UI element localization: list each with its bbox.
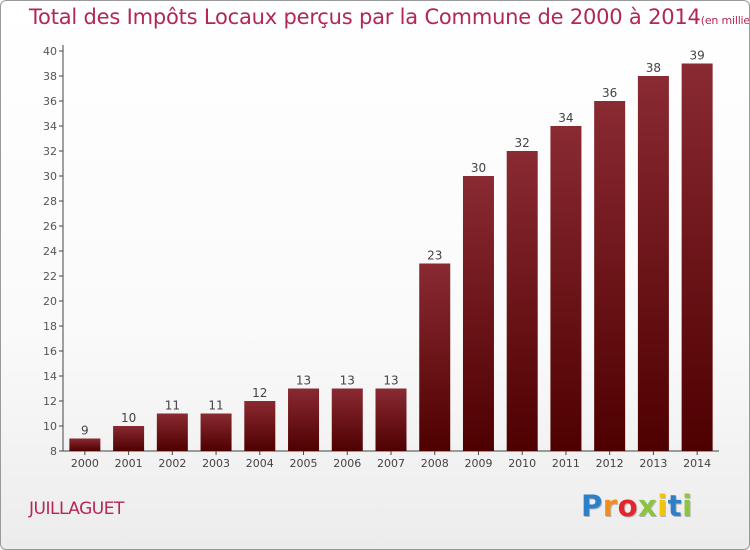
- bar: [594, 101, 626, 451]
- bar-value-label: 13: [340, 374, 355, 388]
- y-tick-label: 16: [43, 345, 57, 358]
- y-tick-label: 28: [43, 195, 57, 208]
- x-tick-label: 2004: [246, 457, 274, 470]
- y-tick-label: 10: [43, 420, 57, 433]
- bar: [375, 388, 407, 451]
- x-tick-label: 2003: [202, 457, 230, 470]
- bar-value-label: 11: [165, 399, 180, 413]
- logo-letter: r: [602, 489, 618, 523]
- y-tick-label: 24: [43, 245, 57, 258]
- x-tick-label: 2012: [596, 457, 624, 470]
- x-tick-label: 2000: [71, 457, 99, 470]
- y-tick-label: 20: [43, 295, 57, 308]
- logo-letter: t: [667, 489, 683, 523]
- x-tick-label: 2006: [333, 457, 361, 470]
- bar-value-label: 10: [121, 411, 136, 425]
- bar-value-label: 38: [646, 61, 661, 75]
- y-tick-label: 22: [43, 270, 57, 283]
- y-tick-label: 12: [43, 395, 57, 408]
- x-tick-label: 2002: [158, 457, 186, 470]
- bar: [550, 126, 582, 451]
- y-tick-label: 34: [43, 120, 57, 133]
- x-tick-label: 2001: [115, 457, 143, 470]
- bar: [506, 151, 538, 451]
- bar: [419, 263, 451, 451]
- logo-letter: i: [682, 489, 693, 523]
- bar: [113, 426, 145, 451]
- y-tick-label: 18: [43, 320, 57, 333]
- bar: [156, 413, 188, 451]
- bar: [637, 76, 669, 451]
- proxiti-logo: Proxiti: [581, 489, 693, 523]
- bar: [244, 401, 276, 451]
- x-tick-label: 2011: [552, 457, 580, 470]
- x-tick-label: 2007: [377, 457, 405, 470]
- x-tick-label: 2013: [639, 457, 667, 470]
- chart-title-text: Total des Impôts Locaux perçus par la Co…: [29, 5, 701, 29]
- bar-value-label: 13: [383, 374, 398, 388]
- y-tick-label: 40: [43, 45, 57, 58]
- bar: [288, 388, 320, 451]
- bar: [69, 438, 101, 451]
- logo-letter: x: [638, 489, 658, 523]
- bar: [331, 388, 363, 451]
- y-tick-label: 30: [43, 170, 57, 183]
- x-tick-label: 2009: [464, 457, 492, 470]
- bar: [462, 176, 494, 451]
- logo-letter: i: [657, 489, 668, 523]
- bar-value-label: 12: [252, 386, 267, 400]
- bar: [681, 63, 713, 451]
- bar-value-label: 30: [471, 161, 486, 175]
- x-tick-label: 2010: [508, 457, 536, 470]
- x-tick-label: 2008: [421, 457, 449, 470]
- y-tick-label: 36: [43, 95, 57, 108]
- bar: [200, 413, 232, 451]
- bar-value-label: 36: [602, 86, 617, 100]
- logo-letter: P: [581, 489, 603, 523]
- bar-value-label: 23: [427, 249, 442, 263]
- y-tick-label: 32: [43, 145, 57, 158]
- chart-title: Total des Impôts Locaux perçus par la Co…: [29, 5, 750, 29]
- y-axis: 8 10 12 14 16 18 20 22 24 26 28 30 32 34 36 38 40: [43, 45, 719, 458]
- commune-name: JUILLAGUET: [29, 499, 124, 519]
- y-tick-label: 14: [43, 370, 57, 383]
- x-tick-label: 2005: [290, 457, 318, 470]
- y-tick-label: 26: [43, 220, 57, 233]
- bar-value-label: 34: [558, 111, 573, 125]
- y-tick-label: 8: [50, 445, 57, 458]
- bar-value-label: 11: [208, 399, 223, 413]
- logo-letter: o: [617, 489, 639, 523]
- bar-value-label: 39: [689, 49, 704, 63]
- bar-value-label: 13: [296, 374, 311, 388]
- x-tick-label: 2014: [683, 457, 711, 470]
- chart-unit-label: (en milliers d'€): [700, 14, 750, 27]
- bar-value-label: 32: [515, 136, 530, 150]
- y-tick-label: 38: [43, 70, 57, 83]
- bar-value-label: 9: [81, 424, 89, 438]
- x-axis: 2000 2001 2002 2003 2004 2005 2006 2007 2008 2009…: [71, 451, 711, 470]
- bars: 9 10 11 11 12 13 13 13 23 30 32 34 36 38 39: [69, 49, 713, 451]
